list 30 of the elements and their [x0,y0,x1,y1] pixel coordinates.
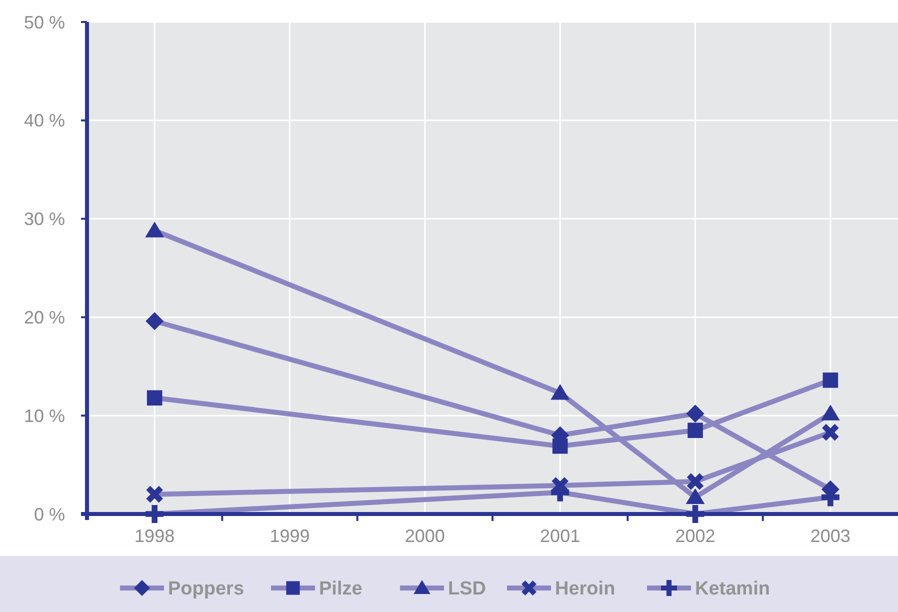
point [145,222,164,238]
point [146,312,164,330]
point [686,404,704,423]
point [688,422,703,438]
y-tick-label: 40 % [24,110,65,131]
y-tick-label: 50 % [24,12,65,32]
point [822,372,838,388]
legend-label: Ketamin [695,578,770,600]
legend-label: Poppers [168,578,244,600]
legend-label: Pilze [319,578,362,600]
y-tick-label: 10 % [24,406,65,426]
point [686,473,704,490]
x-tick-label: 2002 [675,526,716,546]
x-tick-label: 2001 [540,526,580,546]
x-tick-label: 1999 [270,526,310,546]
y-tick-label: 0 % [34,504,65,524]
y-tick-label: 30 % [24,209,65,230]
point [550,384,570,400]
point [686,488,705,504]
legend-label: LSD [448,578,486,600]
x-tick-label: 2003 [810,526,850,546]
legend-label: Heroin [555,578,616,600]
point [552,438,568,454]
point [822,424,839,441]
point [146,390,162,406]
x-tick-label: 1998 [134,526,175,546]
y-tick-label: 20 % [24,308,65,328]
point [146,486,163,503]
point [820,404,840,420]
x-tick-label: 2000 [404,526,445,546]
